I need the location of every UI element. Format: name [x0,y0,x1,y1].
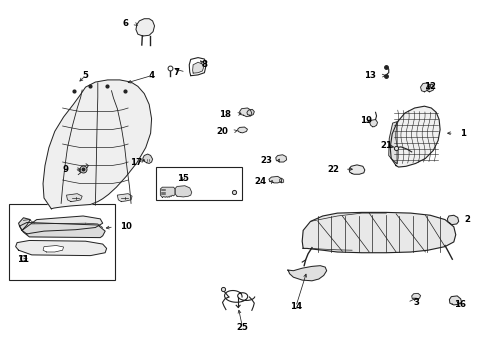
Polygon shape [448,296,461,305]
Text: 19: 19 [359,116,371,125]
Text: 11: 11 [18,256,29,264]
Polygon shape [237,127,247,133]
Polygon shape [268,176,281,183]
Polygon shape [189,58,206,76]
Polygon shape [389,106,439,167]
Polygon shape [302,212,455,253]
Bar [156,167,242,200]
Text: 9: 9 [62,165,68,174]
Text: 14: 14 [289,302,301,311]
Text: 13: 13 [364,71,376,80]
Text: 12: 12 [424,82,435,91]
Polygon shape [192,62,203,73]
Text: 22: 22 [326,165,338,174]
Polygon shape [275,155,286,162]
Bar [9,204,115,280]
Text: 5: 5 [82,71,88,80]
Polygon shape [16,240,106,256]
Text: 25: 25 [236,323,248,332]
Text: 20: 20 [216,127,227,136]
Text: 10: 10 [120,222,131,231]
Polygon shape [420,83,429,92]
Text: 2: 2 [464,215,469,224]
Polygon shape [279,178,283,183]
Polygon shape [117,194,132,202]
Polygon shape [160,187,175,197]
Text: 1: 1 [459,129,465,138]
Text: 23: 23 [260,156,272,165]
Text: 6: 6 [122,19,128,28]
Polygon shape [348,165,364,174]
Polygon shape [287,266,326,281]
Polygon shape [175,186,191,197]
Text: 16: 16 [453,300,465,309]
Polygon shape [411,293,420,300]
Polygon shape [369,120,377,127]
Text: 7: 7 [173,68,180,77]
Text: 21: 21 [380,141,391,150]
Polygon shape [426,84,433,92]
Polygon shape [19,218,30,230]
Text: 8: 8 [201,60,207,69]
Polygon shape [239,108,251,117]
Text: 18: 18 [218,110,230,119]
Polygon shape [136,19,154,36]
Polygon shape [142,154,152,163]
Polygon shape [43,246,63,252]
Polygon shape [388,122,396,164]
Polygon shape [22,216,102,234]
Polygon shape [20,222,105,238]
Text: 4: 4 [148,71,154,80]
Polygon shape [447,215,458,225]
Text: 24: 24 [253,177,265,186]
Text: 17: 17 [130,158,142,167]
Polygon shape [246,109,254,116]
Text: 15: 15 [177,174,189,183]
Text: 3: 3 [412,298,418,307]
Polygon shape [43,80,151,209]
Polygon shape [66,194,82,202]
